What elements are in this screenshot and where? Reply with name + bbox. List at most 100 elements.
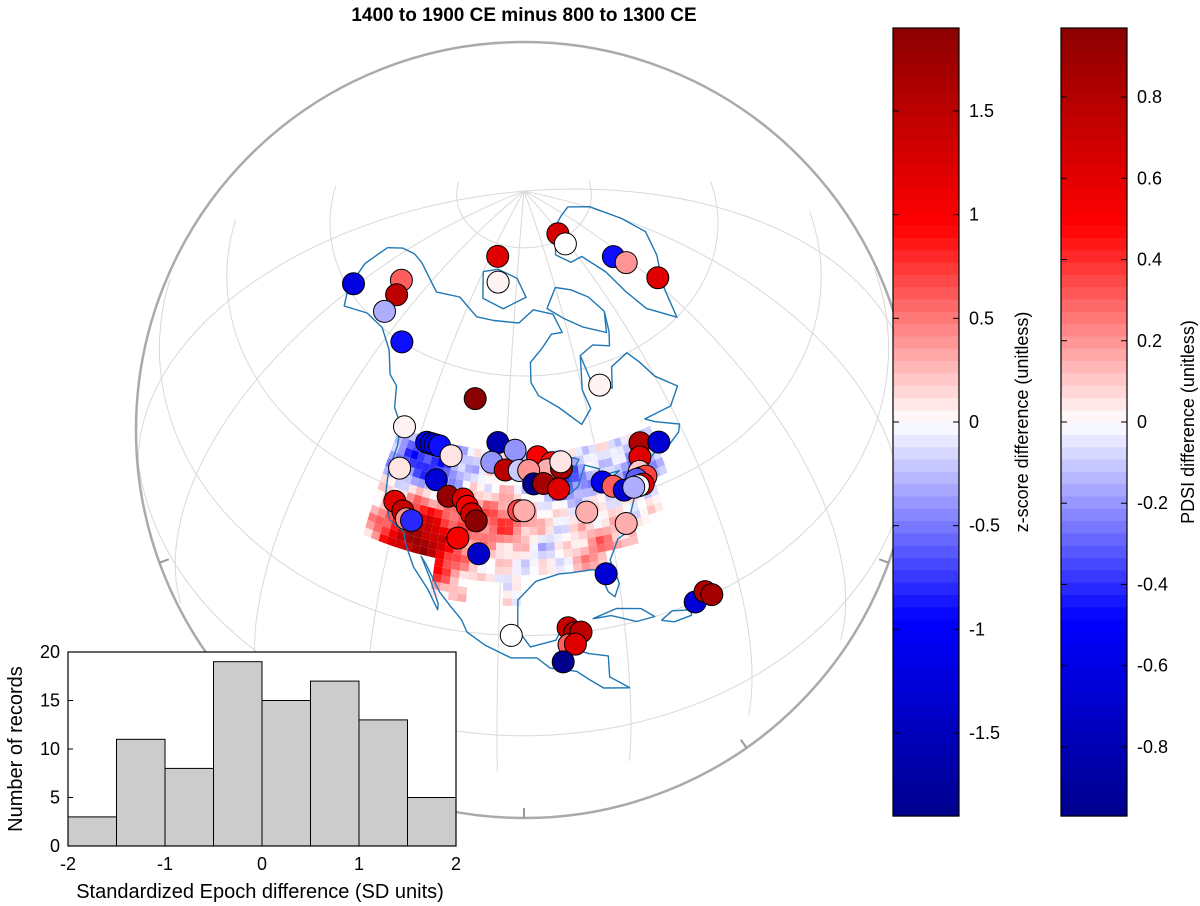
colorbar-swatch	[1061, 261, 1127, 275]
pdsi-cell	[377, 481, 387, 492]
pdsi-cell	[503, 559, 513, 568]
pdsi-cell	[476, 572, 486, 582]
pdsi-cell	[536, 501, 545, 511]
pdsi-cell	[555, 557, 565, 567]
colorbar-pdsi: -0.8 -0.6 -0.4 -0.2 0 0.2 0.4 0.6 0.8 PDSI differ…	[1060, 27, 1198, 817]
pdsi-cell	[581, 562, 591, 572]
pdsi-cell	[622, 503, 632, 514]
colorbar-swatch	[893, 619, 959, 632]
pdsi-cell	[620, 461, 629, 472]
rim-tick	[878, 558, 889, 564]
proxy-site-marker	[647, 430, 671, 454]
pdsi-cell	[646, 504, 657, 515]
proxy-site-marker	[622, 475, 646, 499]
pdsi-cell	[555, 565, 565, 575]
pdsi-cell	[438, 590, 449, 600]
colorbar-swatch	[1061, 631, 1127, 645]
pdsi-cell	[439, 582, 450, 593]
colorbar-swatch	[1061, 483, 1127, 497]
pdsi-cell	[537, 518, 546, 527]
colorbar-swatch	[893, 360, 959, 374]
pdsi-cell	[546, 542, 555, 551]
colorbar-swatch	[1061, 495, 1127, 509]
meridian-line	[523, 190, 753, 716]
colorbar-swatch	[1061, 422, 1127, 435]
pdsi-cell	[658, 464, 668, 476]
x-tick-label: 1	[354, 854, 364, 874]
pdsi-cell	[537, 534, 547, 544]
pdsi-cell	[393, 479, 403, 490]
map-title: 1400 to 1900 CE minus 800 to 1300 CE	[351, 5, 696, 26]
rim-tick	[159, 558, 170, 564]
pdsi-cell	[429, 532, 440, 543]
coast-pacific-north-america	[343, 247, 630, 689]
pdsi-cell	[451, 561, 461, 571]
pdsi-cell	[400, 481, 410, 493]
pdsi-cell	[575, 446, 583, 457]
pdsi-cell	[573, 563, 583, 573]
pdsi-cell	[529, 535, 538, 544]
colorbar-swatch	[893, 717, 959, 731]
colorbar-swatch	[1061, 249, 1127, 263]
pdsi-cell	[570, 531, 580, 541]
colorbar-swatch	[893, 261, 959, 275]
pdsi-cell	[414, 460, 424, 471]
proxy-site-marker	[388, 456, 412, 480]
pdsi-cell	[560, 516, 570, 526]
colorbar-swatch	[893, 643, 959, 657]
colorbar-swatch	[893, 655, 959, 669]
pdsi-cell	[546, 558, 556, 567]
pdsi-cell	[529, 518, 538, 528]
pdsi-cell	[365, 519, 375, 531]
pdsi-cell	[602, 449, 612, 460]
pdsi-cell	[583, 453, 592, 464]
pdsi-cell	[609, 447, 618, 458]
colorbar-swatch	[1061, 212, 1127, 226]
histogram-bar	[67, 816, 117, 847]
pdsi-cell	[375, 515, 385, 526]
colorbar-tick-label: -1.5	[969, 723, 1000, 743]
pdsi-cell	[404, 533, 414, 544]
pdsi-cell	[465, 455, 474, 465]
pdsi-cell	[495, 550, 505, 559]
pdsi-cell	[412, 468, 422, 479]
colorbar-swatch	[1061, 126, 1127, 140]
colorbar-swatch	[893, 311, 959, 325]
pdsi-cell	[475, 490, 485, 501]
pdsi-cell	[521, 527, 530, 536]
colorbar-swatch	[1061, 138, 1127, 152]
proxy-site-marker	[553, 232, 577, 256]
pdsi-cell	[484, 483, 493, 493]
pdsi-cell	[485, 573, 495, 583]
colorbar-swatch	[893, 151, 959, 165]
colorbar-swatch	[893, 52, 959, 66]
pdsi-cell	[579, 480, 589, 490]
colorbar-tick-label: 0	[1137, 412, 1147, 432]
colorbar-swatch	[1061, 151, 1127, 165]
colorbar-swatch	[1061, 114, 1127, 128]
pdsi-cell	[564, 564, 574, 574]
pdsi-cell	[552, 500, 561, 510]
colorbar-swatch	[893, 779, 959, 792]
pdsi-cell	[372, 496, 382, 508]
proxy-site-marker	[463, 387, 487, 411]
colorbar-swatch	[893, 446, 959, 460]
pdsi-cell	[405, 492, 416, 503]
colorbar-swatch	[893, 348, 959, 362]
colorbar-swatch	[893, 483, 959, 497]
colorbar-swatch	[893, 434, 959, 448]
colorbar-swatch	[1061, 779, 1127, 792]
colorbar-swatch	[893, 138, 959, 152]
colorbar-swatch	[893, 729, 959, 743]
pdsi-cell	[457, 462, 466, 473]
colorbar-swatch	[1061, 520, 1127, 534]
colorbar-tick-label: 0.4	[1137, 250, 1162, 270]
colorbar-swatch	[1061, 729, 1127, 743]
colorbar-swatch	[1061, 225, 1127, 238]
pdsi-cell	[488, 533, 497, 543]
proxy-site-marker	[700, 583, 724, 607]
pdsi-cell	[423, 454, 433, 465]
colorbar-swatch	[1061, 323, 1127, 337]
colorbar-tick-label: -0.5	[969, 516, 1000, 536]
colorbar-tick-label: 0	[969, 412, 979, 432]
